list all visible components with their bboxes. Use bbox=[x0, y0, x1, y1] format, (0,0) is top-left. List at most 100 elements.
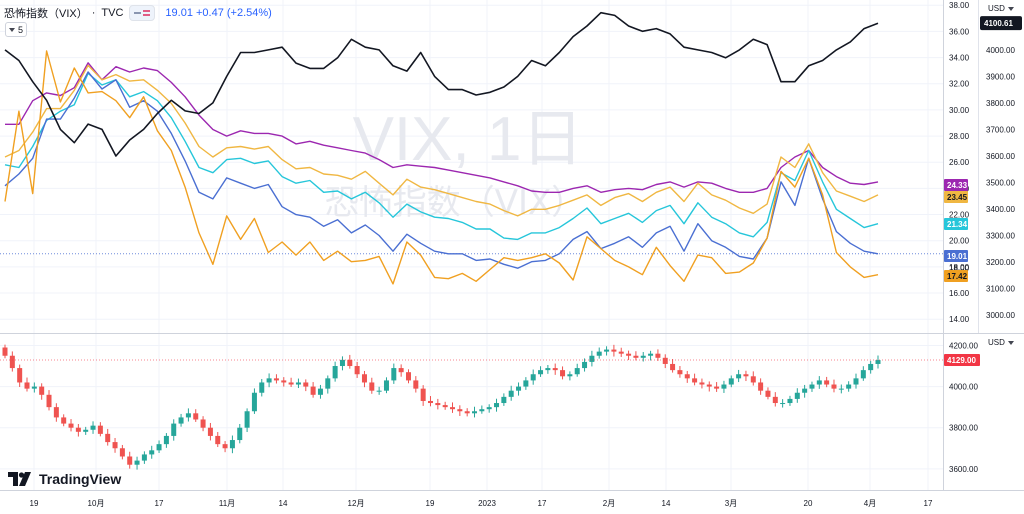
candle-body bbox=[648, 353, 654, 356]
symbol-title[interactable]: 恐怖指数（VIX） bbox=[4, 8, 88, 20]
watermark: VIX, 1日 恐怖指数（VIX） bbox=[325, 105, 586, 223]
candle-body bbox=[46, 394, 52, 408]
candle-body bbox=[442, 405, 448, 408]
candle-body bbox=[105, 433, 111, 443]
spx-axis-tick: 3900.00 bbox=[986, 72, 1015, 81]
price-tag-label: 24.33 bbox=[947, 181, 968, 190]
candle-body bbox=[405, 372, 411, 381]
candle-body bbox=[420, 388, 426, 401]
candle-body bbox=[604, 349, 610, 352]
time-axis-tick: 2月 bbox=[603, 499, 615, 508]
time-axis-tick: 14 bbox=[279, 499, 288, 508]
candle-body bbox=[310, 386, 316, 395]
watermark-symbol: VIX, 1日 bbox=[353, 105, 584, 174]
candle-body bbox=[772, 396, 778, 404]
candle-body bbox=[868, 363, 874, 371]
sub-price-tag-label: 4129.00 bbox=[947, 356, 976, 365]
price-tag-purple bbox=[944, 179, 968, 191]
candle-body bbox=[611, 349, 617, 352]
candle-body bbox=[728, 378, 734, 385]
candle-body bbox=[816, 380, 822, 385]
vix-axis-tick: 34.00 bbox=[949, 54, 970, 63]
spx-axis-tick: 3100.00 bbox=[986, 285, 1015, 294]
legend-header: 恐怖指数（VIX） · TVC 19.01 +0.47 (+2.54%) bbox=[4, 4, 272, 22]
candle-body bbox=[119, 448, 125, 457]
series-line-black bbox=[4, 11, 879, 157]
candle-body bbox=[156, 444, 162, 451]
spx-axis-tick: 3700.00 bbox=[986, 125, 1015, 134]
candle-body bbox=[288, 382, 294, 385]
candle-body bbox=[765, 390, 771, 397]
candle-body bbox=[640, 355, 646, 358]
vix-axis-tick: 26.00 bbox=[949, 158, 970, 167]
candlestick-series bbox=[2, 344, 881, 470]
price-tag-teal bbox=[944, 218, 968, 230]
candle-body bbox=[655, 353, 661, 358]
collapse-icon bbox=[134, 12, 142, 14]
time-axis-tick: 17 bbox=[924, 499, 933, 508]
time-axis-tick: 20 bbox=[804, 499, 813, 508]
series-line-gold bbox=[4, 64, 879, 217]
time-axis: 19 10月 17 11月 14 12月 19 2023 17 2月 14 3月 20 4月 17 bbox=[30, 499, 933, 508]
candle-body bbox=[259, 382, 265, 393]
candle-body bbox=[53, 407, 59, 418]
candle-body bbox=[743, 374, 749, 377]
candle-body bbox=[251, 392, 257, 412]
indicator-counter-button[interactable]: 5 bbox=[5, 22, 28, 37]
candle-body bbox=[838, 388, 844, 390]
candle-body bbox=[582, 361, 588, 369]
candle-body bbox=[699, 382, 705, 385]
time-axis-tick: 11月 bbox=[219, 499, 235, 508]
vix-axis-tick: 14.00 bbox=[949, 315, 970, 324]
time-axis-tick: 2023 bbox=[478, 499, 496, 508]
candle-body bbox=[427, 400, 433, 404]
candle-body bbox=[802, 388, 808, 393]
time-axis-tick: 3月 bbox=[725, 499, 737, 508]
candle-body bbox=[303, 382, 309, 387]
candle-body bbox=[479, 409, 485, 412]
candle-body bbox=[853, 378, 859, 385]
candle-body bbox=[354, 366, 360, 375]
candle-body bbox=[281, 380, 287, 383]
vix-axis-tick: 32.00 bbox=[949, 80, 970, 89]
candle-body bbox=[706, 384, 712, 387]
currency-selector-bottom[interactable]: USD bbox=[988, 338, 1018, 347]
time-axis-tick: 12月 bbox=[348, 499, 365, 508]
candle-body bbox=[464, 411, 470, 414]
candle-body bbox=[750, 376, 756, 383]
candle-body bbox=[332, 366, 338, 379]
vix-axis-tick: 16.00 bbox=[949, 289, 970, 298]
candle-body bbox=[237, 427, 243, 441]
candle-body bbox=[567, 374, 573, 377]
candle-body bbox=[229, 440, 235, 449]
candle-body bbox=[61, 417, 67, 424]
candle-body bbox=[626, 353, 632, 356]
candle-body bbox=[31, 386, 37, 389]
candle-body bbox=[295, 382, 301, 385]
separator-dot: · bbox=[91, 7, 96, 19]
candle-body bbox=[824, 380, 830, 385]
candle-body bbox=[809, 384, 815, 389]
candle-body bbox=[2, 347, 8, 356]
logo-text: TradingView bbox=[39, 471, 122, 487]
candle-body bbox=[376, 390, 382, 392]
equals-icon bbox=[143, 10, 151, 16]
candle-body bbox=[163, 435, 169, 445]
tradingview-logo[interactable]: TradingView bbox=[8, 471, 121, 487]
candle-body bbox=[391, 368, 397, 381]
candle-body bbox=[435, 403, 441, 406]
currency-selector-top[interactable]: USD bbox=[988, 4, 1018, 13]
indicator-toggle[interactable] bbox=[129, 5, 156, 21]
watermark-title: 恐怖指数（VIX） bbox=[325, 183, 586, 223]
indicator-count: 5 bbox=[18, 24, 24, 35]
vix-axis-tick: 20.00 bbox=[949, 237, 970, 246]
time-axis-tick: 10月 bbox=[88, 499, 105, 508]
price-tag-blue bbox=[944, 250, 968, 262]
candle-body bbox=[501, 396, 507, 404]
candle-body bbox=[508, 390, 514, 397]
candle-body bbox=[714, 386, 720, 389]
candle-body bbox=[193, 413, 199, 420]
candle-body bbox=[780, 403, 786, 405]
